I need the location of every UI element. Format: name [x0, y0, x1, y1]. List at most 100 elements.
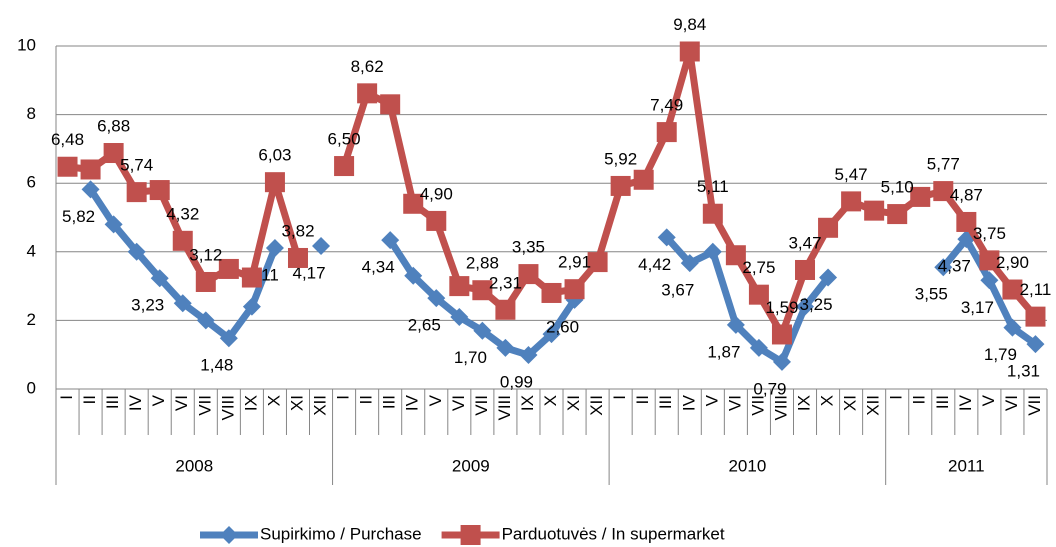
marker	[725, 245, 746, 266]
marker	[564, 279, 585, 300]
data-label: 4,32	[166, 204, 199, 223]
x-tick-label: VIII	[495, 395, 514, 421]
marker	[381, 231, 400, 250]
marker	[702, 203, 723, 224]
marker	[149, 180, 170, 201]
marker	[426, 210, 447, 231]
data-label: 1,59	[765, 298, 798, 317]
data-label: 1,48	[200, 356, 233, 375]
x-tick-label: V	[426, 394, 445, 406]
data-label: 2,65	[408, 316, 441, 335]
legend-label: Parduotuvės / In supermarket	[502, 524, 725, 543]
data-label: 1,70	[454, 348, 487, 367]
data-label: 5,82	[62, 207, 95, 226]
x-tick-label: VII	[195, 395, 214, 416]
x-tick-label: IV	[679, 394, 698, 411]
data-label: 3,47	[788, 233, 821, 252]
marker	[819, 268, 838, 287]
x-tick-label: II	[80, 395, 99, 404]
marker	[265, 239, 284, 258]
marker	[656, 122, 677, 143]
marker	[542, 325, 561, 344]
data-label: 0,99	[500, 373, 533, 392]
marker	[427, 289, 446, 308]
marker	[173, 294, 192, 313]
data-label: 5,74	[120, 156, 153, 175]
marker	[449, 276, 470, 297]
y-tick-label: 2	[27, 310, 36, 329]
marker	[460, 525, 481, 545]
data-label: 5,11	[697, 177, 729, 196]
marker	[818, 217, 839, 238]
x-tick-label: X	[264, 395, 283, 406]
data-label: 4,37	[938, 257, 971, 276]
marker	[80, 159, 101, 180]
x-tick-label: VI	[1002, 395, 1021, 411]
group-label: 2008	[175, 456, 213, 475]
data-label: 4,87	[950, 185, 983, 204]
data-label: 2,31	[489, 273, 522, 292]
y-tick-label: 6	[27, 173, 36, 192]
data-label: 2,60	[546, 317, 579, 336]
x-tick-label: II	[633, 395, 652, 404]
x-tick-label: II	[910, 395, 929, 404]
data-label: 7,49	[650, 96, 683, 115]
x-tick-label: V	[702, 394, 721, 406]
marker	[1025, 306, 1046, 327]
data-label: 3,25	[800, 295, 833, 314]
marker	[541, 282, 562, 303]
y-tick-label: 10	[17, 35, 36, 54]
data-label: 2,88	[466, 254, 499, 273]
x-tick-label: VII	[472, 395, 491, 416]
marker	[796, 297, 815, 316]
y-tick-label: 0	[27, 378, 36, 397]
x-tick-label: XI	[841, 395, 860, 411]
x-tick-label: XII	[864, 395, 883, 416]
x-tick-label: XII	[587, 395, 606, 416]
marker	[334, 156, 355, 177]
x-tick-label: III	[380, 395, 399, 409]
marker	[287, 247, 308, 268]
x-tick-label: V	[979, 394, 998, 406]
data-label: 6,03	[258, 146, 291, 165]
data-label: 3,23	[131, 296, 164, 315]
marker	[473, 321, 492, 340]
marker	[312, 236, 331, 255]
x-tick-label: IV	[956, 394, 975, 411]
data-label: 6,48	[51, 130, 84, 149]
marker	[218, 258, 239, 279]
x-tick-label: IX	[794, 395, 813, 411]
data-label: 1,87	[707, 342, 740, 361]
x-tick-label: III	[933, 395, 952, 409]
marker	[172, 230, 193, 251]
marker	[772, 352, 791, 371]
x-tick-label: VII	[1025, 395, 1044, 416]
series	[57, 41, 1046, 345]
marker	[219, 329, 238, 348]
data-label: 1,31	[1007, 362, 1040, 381]
marker	[864, 200, 885, 221]
data-label: 3,12	[189, 245, 222, 264]
x-tick-label: IV	[126, 394, 145, 411]
data-label: 4,90	[420, 184, 453, 203]
marker	[749, 338, 768, 357]
y-tick-label: 8	[27, 104, 36, 123]
marker	[703, 242, 722, 261]
marker	[472, 280, 493, 301]
marker	[633, 169, 654, 190]
data-label: 5,10	[881, 178, 914, 197]
marker	[795, 259, 816, 280]
x-tick-label: VIII	[218, 395, 237, 421]
marker	[380, 94, 401, 115]
marker	[610, 175, 631, 196]
marker	[242, 297, 261, 316]
x-tick-label: XII	[311, 395, 330, 416]
marker	[1003, 318, 1022, 337]
x-tick-label: VIII	[771, 395, 790, 421]
marker	[680, 254, 699, 273]
x-tick-label: I	[887, 395, 906, 400]
marker	[196, 311, 215, 330]
x-tick-label: II	[357, 395, 376, 404]
x-tick-label: XI	[287, 395, 306, 411]
